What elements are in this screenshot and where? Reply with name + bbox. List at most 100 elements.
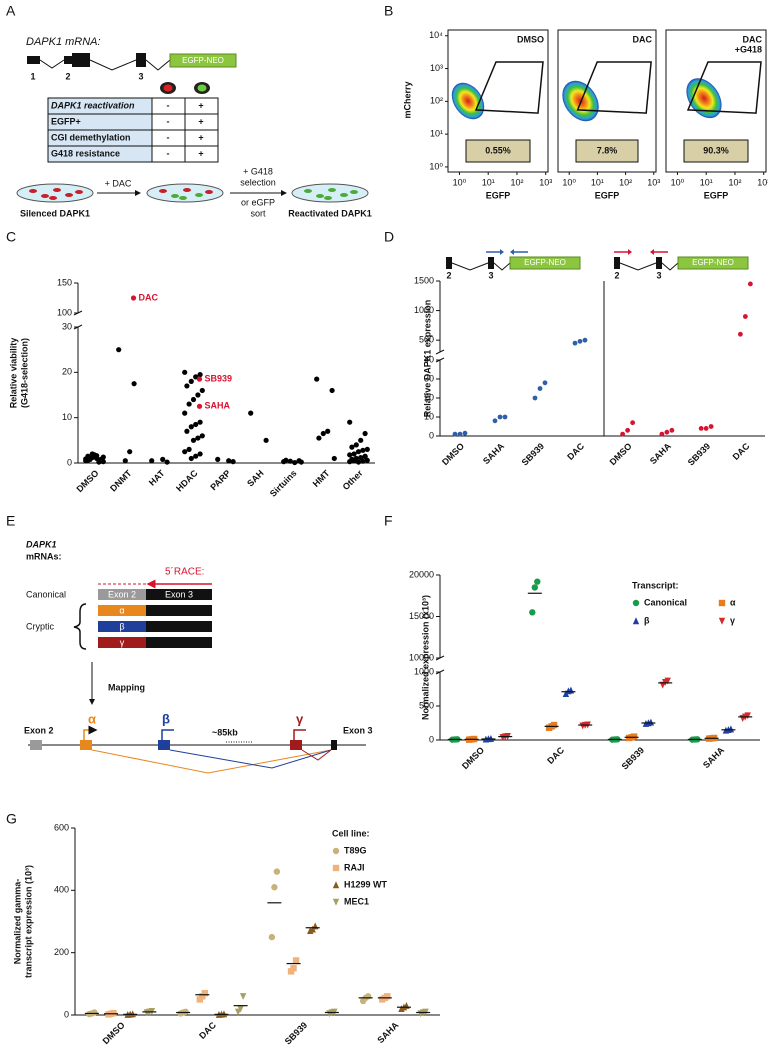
point (314, 376, 320, 382)
x-tick-label: DAC (545, 745, 566, 766)
exon (614, 257, 620, 269)
y-tick-label: 15000 (409, 611, 434, 621)
y-tick-label: 1500 (414, 275, 434, 285)
dish-cells (29, 188, 358, 200)
y-tick-label: 10⁰ (429, 161, 443, 171)
legend-marker (632, 599, 640, 607)
point (331, 455, 337, 462)
exon-label: Exon 2 (24, 725, 54, 735)
point (497, 414, 503, 420)
point (462, 430, 468, 436)
annotation: DAC (139, 292, 159, 302)
y-tick-label: 0 (429, 430, 434, 440)
point (625, 427, 631, 433)
gate-box (465, 139, 531, 163)
point (149, 458, 155, 464)
y-tick-label: 10⁴ (429, 30, 443, 40)
x-tick-label: DNMT (108, 468, 134, 494)
point (248, 410, 254, 416)
brace (73, 603, 87, 650)
intron (493, 262, 511, 271)
point (182, 410, 188, 416)
y-tick-label: 500 (419, 335, 434, 345)
plot-frame (557, 29, 657, 173)
panel-a: A DAPK1 mRNA: EGFP-NEO 1 2 3 DAPK1 react… (6, 3, 372, 219)
step-label: sort (250, 208, 266, 218)
point (364, 993, 372, 1000)
axis-break (435, 669, 445, 675)
table-text: EGFP+ (51, 116, 81, 126)
reporter-label: EGFP-NEO (524, 258, 566, 267)
table-text: - (167, 132, 170, 142)
point (87, 456, 93, 462)
transcript-label: γ (296, 711, 304, 726)
gate-box (683, 139, 749, 163)
splice-line (91, 749, 332, 774)
x-tick-label: SAHA (701, 745, 726, 770)
step-label: selection (240, 177, 276, 187)
dish-cell (304, 189, 312, 193)
point (457, 431, 463, 437)
tss-arrow (161, 729, 174, 740)
x-tick-label: SAHA (375, 1020, 400, 1045)
legend-label: β (644, 615, 650, 625)
point (188, 378, 194, 384)
point (351, 458, 357, 464)
primer-head (500, 249, 504, 255)
x-tick-label: HAT (147, 468, 167, 488)
point (100, 454, 106, 460)
point (188, 424, 194, 430)
legend-title: Cell line: (332, 828, 370, 838)
intron (619, 262, 657, 271)
point (122, 458, 128, 464)
point (630, 733, 638, 740)
primer-head (650, 249, 654, 255)
table-text: + (198, 148, 203, 158)
y-axis-label: transcript expression (10³) (23, 865, 33, 978)
point (215, 456, 221, 462)
gate (474, 61, 544, 114)
point (364, 446, 370, 452)
y-axis-label: Relative DAPK1 expression (422, 300, 432, 418)
gate-box (575, 139, 639, 163)
point (268, 933, 276, 941)
transcript-label: α (119, 605, 124, 615)
y-axis-label: Normalized gamma- (12, 879, 22, 965)
step-label: or eGFP (241, 197, 275, 207)
step-label: + G418 (243, 166, 273, 176)
transcript-label: γ (120, 637, 125, 647)
y-tick-label: 150 (57, 277, 72, 287)
dish-cell (53, 188, 61, 192)
axis-break (435, 357, 445, 363)
exon-box (80, 740, 92, 750)
intron (89, 59, 137, 71)
reporter-label: EGFP-NEO (692, 258, 734, 267)
x-tick-label: 10² (728, 177, 741, 187)
point (273, 868, 281, 875)
point (550, 721, 558, 729)
point (742, 314, 748, 319)
x-tick-label: 10⁰ (671, 177, 685, 187)
dish-cell (159, 189, 167, 193)
gate-percent: 0.55% (485, 145, 511, 155)
point (744, 712, 751, 720)
dish-cell (49, 196, 57, 200)
highlight-point (196, 403, 203, 409)
x-tick-label: 10² (619, 177, 632, 187)
annotation: SB939 (205, 374, 233, 384)
exon-label: Exon 3 (165, 589, 193, 599)
mrna-title: DAPK1 (26, 539, 57, 549)
point (239, 993, 247, 1000)
legend-marker (718, 599, 726, 607)
exon (656, 257, 662, 269)
point (182, 1008, 189, 1016)
legend-label: γ (730, 615, 735, 625)
x-tick-label: SAH (245, 468, 266, 489)
y-tick-label: 30 (424, 373, 434, 383)
point (230, 459, 236, 465)
plot-title: DAC (743, 34, 763, 44)
x-tick-label: SB939 (520, 441, 547, 468)
point (188, 455, 194, 462)
dish-cell (171, 194, 179, 198)
point (193, 374, 199, 380)
